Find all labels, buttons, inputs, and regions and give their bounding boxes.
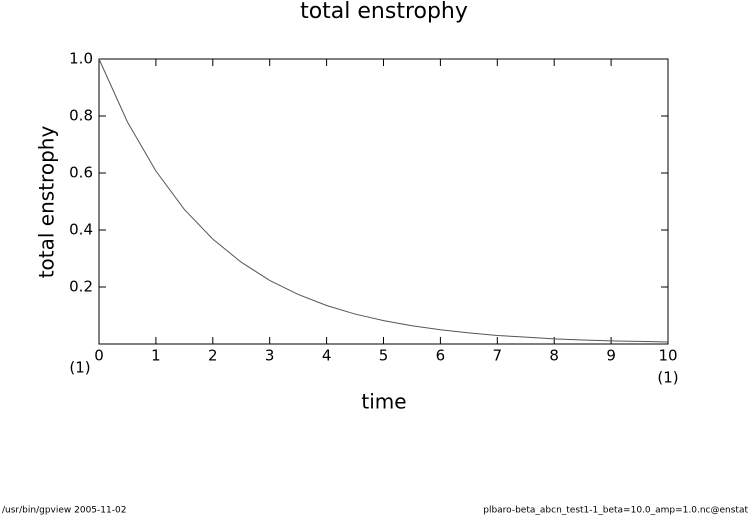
data-line <box>98 58 669 343</box>
x-tick-label: 2 <box>208 347 218 365</box>
x-tick-label: 10 <box>658 347 677 365</box>
x-tick-label: 3 <box>265 347 275 365</box>
y-tick-label: 0.2 <box>69 278 93 296</box>
x-tick-label: 7 <box>493 347 503 365</box>
x-unit-label: (1) <box>657 369 678 387</box>
x-tick-label: 8 <box>549 347 559 365</box>
footer-right: plbaro-beta_abcn_test1-1_beta=10.0_amp=1… <box>483 506 748 515</box>
x-tick-label: 5 <box>379 347 389 365</box>
x-tick-label: 6 <box>436 347 446 365</box>
chart-title: total enstrophy <box>300 0 468 24</box>
y-tick-label: 0.4 <box>69 221 93 239</box>
x-tick-label: 4 <box>322 347 332 365</box>
footer-left: /usr/bin/gpview 2005-11-02 <box>2 506 126 515</box>
y-unit-label: (1) <box>69 359 90 377</box>
plot-frame <box>98 58 669 345</box>
y-axis-label: total enstrophy <box>35 126 59 279</box>
x-tick-label: 0 <box>94 347 104 365</box>
y-tick-label: 0.8 <box>69 107 93 125</box>
x-tick-label: 1 <box>151 347 161 365</box>
x-tick-label: 9 <box>606 347 616 365</box>
y-tick-label: 1.0 <box>69 50 93 68</box>
x-axis-label: time <box>361 390 406 414</box>
y-tick-label: 0.6 <box>69 164 93 182</box>
